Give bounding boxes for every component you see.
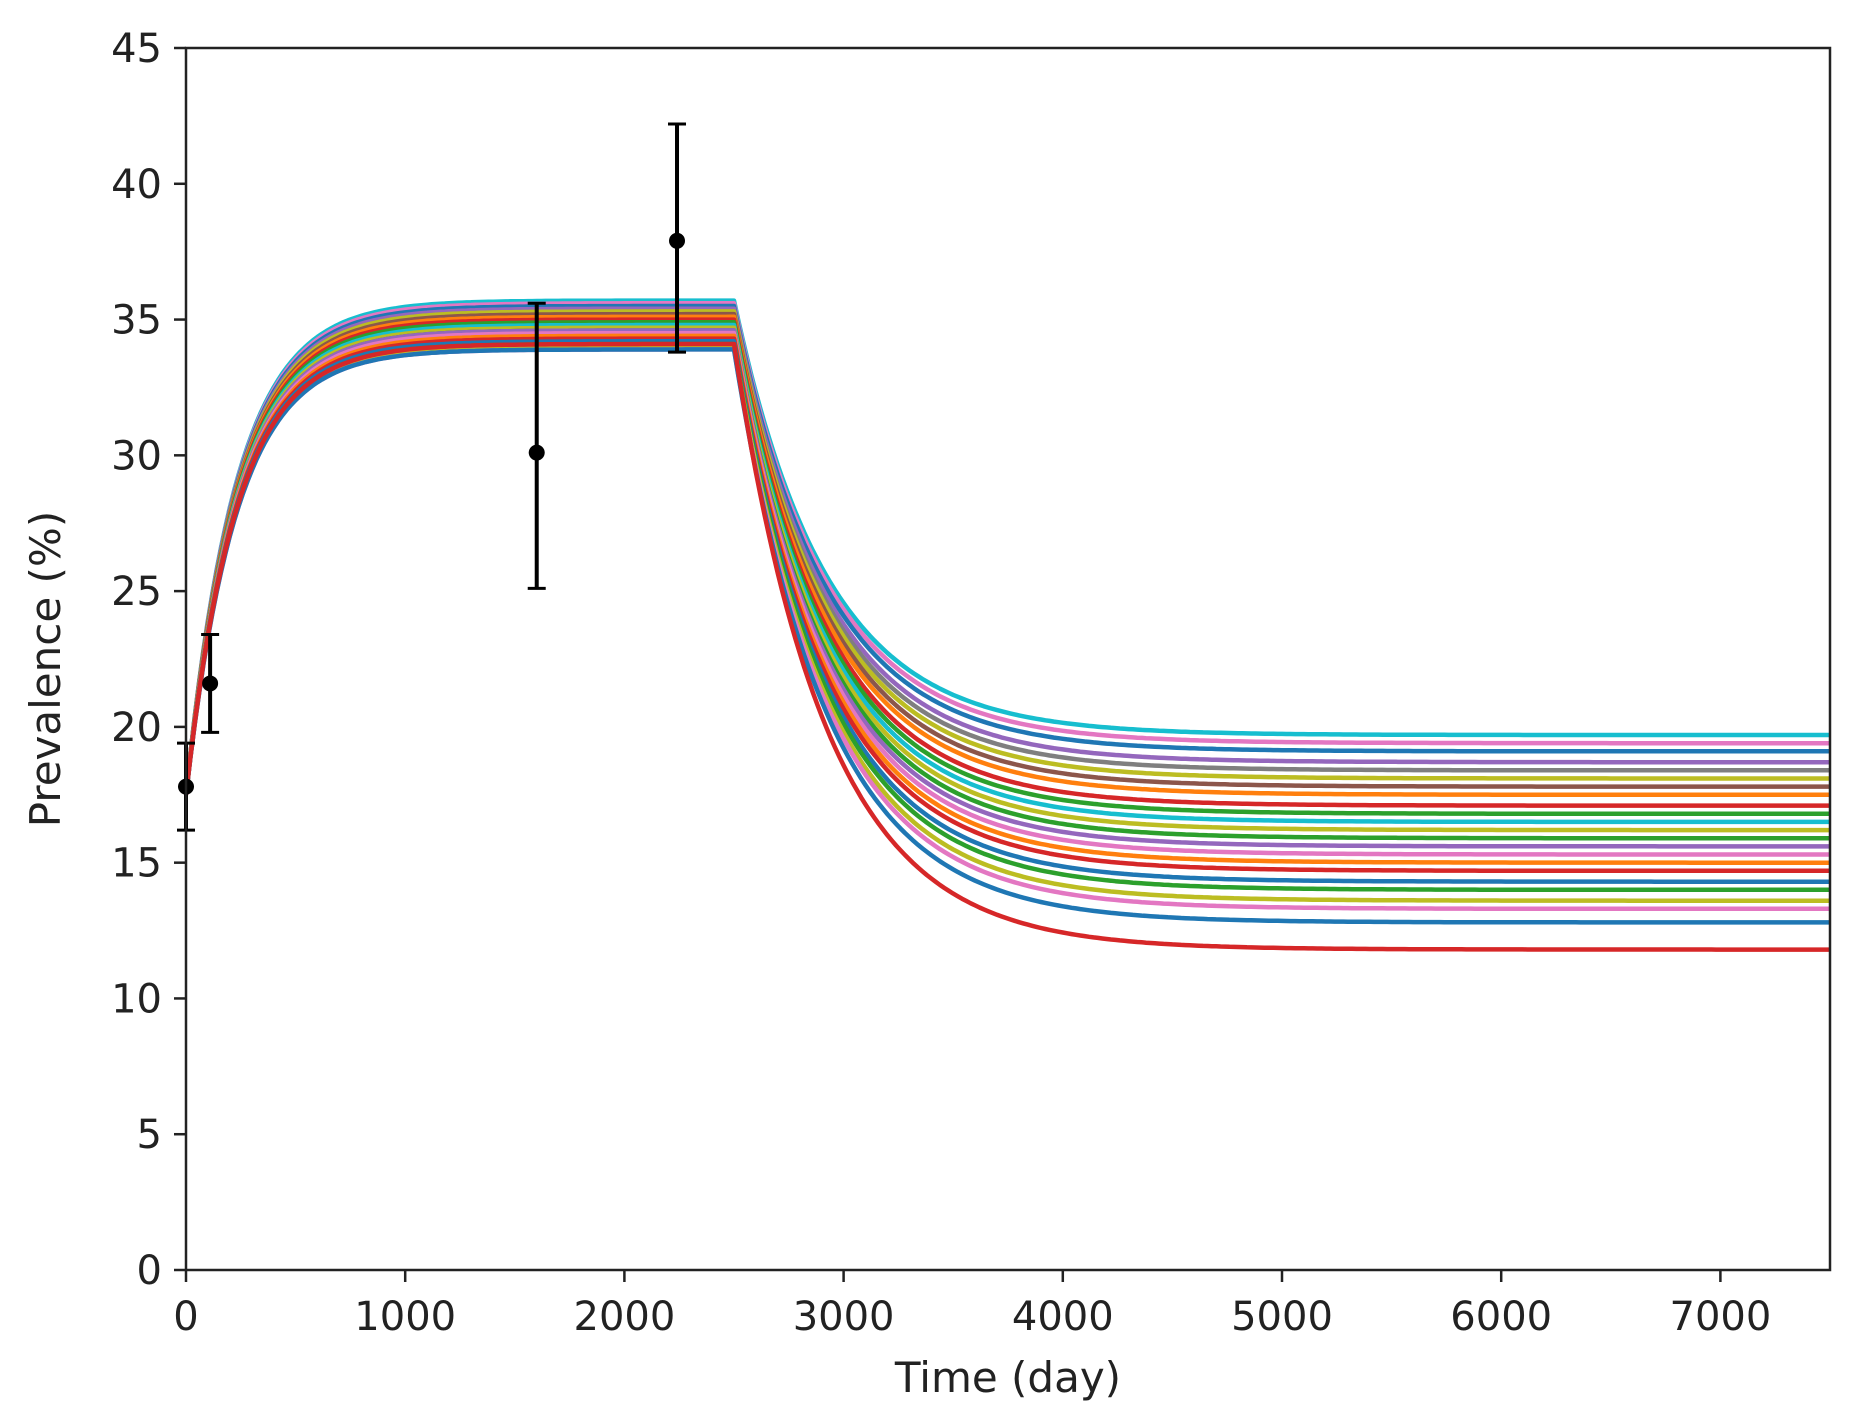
series-line	[183, 306, 1830, 796]
y-tick-label: 40	[111, 162, 162, 208]
x-tick-label: 3000	[793, 1294, 895, 1340]
series-line	[183, 328, 1830, 849]
y-tick-label: 15	[111, 841, 162, 887]
observations-layer	[177, 122, 687, 832]
series-line	[183, 330, 1830, 857]
series-line	[183, 347, 1830, 912]
y-tick-label: 35	[111, 298, 162, 344]
series-line	[183, 317, 1830, 808]
data-point	[669, 232, 686, 249]
x-tick-label: 5000	[1231, 1294, 1333, 1340]
data-point	[202, 675, 219, 692]
series-line	[183, 309, 1830, 796]
series-line	[183, 341, 1830, 893]
series-line	[183, 298, 1830, 796]
series-line	[183, 311, 1830, 796]
series-line	[183, 344, 1830, 903]
y-axis-title: Prevalence (%)	[21, 511, 70, 827]
y-tick-label: 10	[111, 976, 162, 1022]
tick-layer: 0 1000 2000 3000 4000 5000 6000 7000 0 5 10 15 20 25 3…	[111, 26, 1771, 1340]
data-point	[528, 444, 545, 461]
series-line	[183, 341, 1830, 952]
series-line	[183, 347, 1830, 925]
x-tick-label: 1000	[354, 1294, 456, 1340]
series-line	[183, 336, 1830, 874]
x-tick-label: 7000	[1670, 1294, 1772, 1340]
series-line	[183, 325, 1830, 833]
series-layer	[183, 298, 1830, 952]
x-tick-label: 2000	[574, 1294, 676, 1340]
series-line	[183, 301, 1830, 796]
x-tick-label: 4000	[1012, 1294, 1114, 1340]
y-tick-label: 5	[137, 1112, 162, 1158]
y-tick-label: 20	[111, 705, 162, 751]
series-line	[183, 322, 1830, 825]
x-tick-label: 6000	[1450, 1294, 1552, 1340]
series-line	[183, 333, 1830, 865]
y-tick-label: 45	[111, 26, 162, 72]
series-line	[183, 303, 1830, 796]
y-tick-label: 30	[111, 433, 162, 479]
y-tick-label: 25	[111, 569, 162, 615]
series-line	[183, 320, 1830, 817]
x-axis-title: Time (day)	[894, 1353, 1121, 1402]
series-line	[183, 339, 1830, 884]
x-tick-label: 0	[173, 1294, 198, 1340]
plot-frame	[184, 46, 1832, 1272]
series-line	[183, 314, 1830, 798]
y-tick-label: 0	[137, 1248, 162, 1294]
